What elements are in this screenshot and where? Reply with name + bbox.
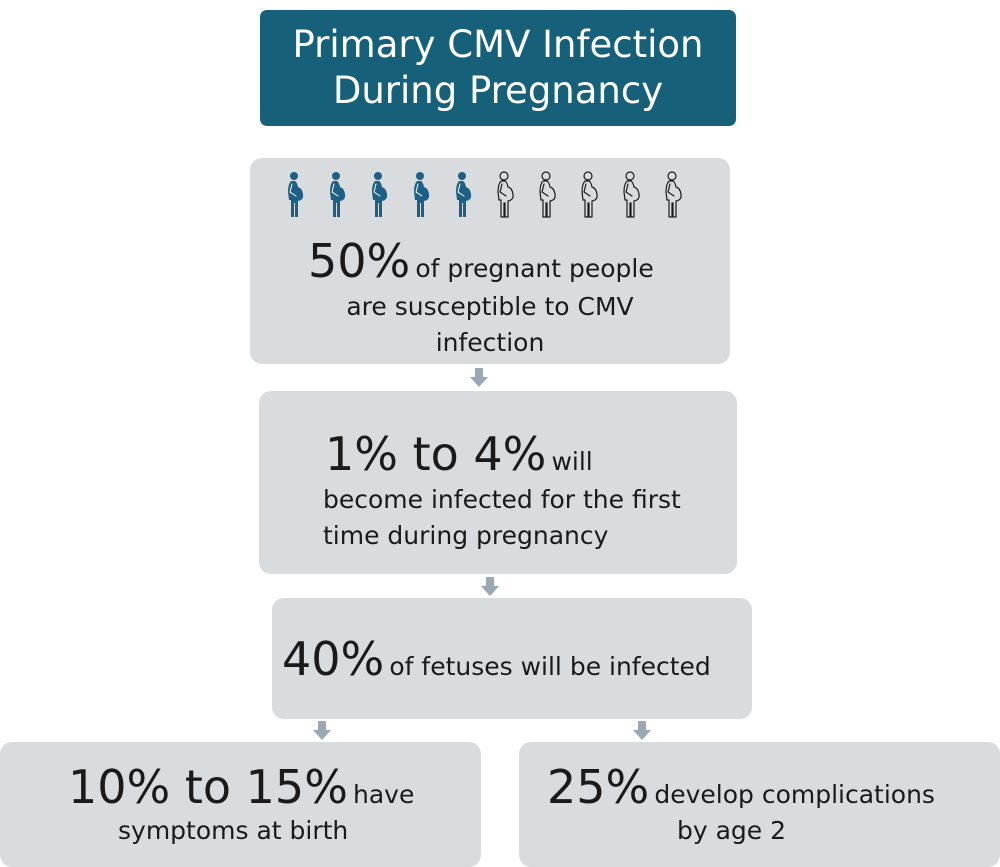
- step-2-percent: 1% to 4%: [325, 427, 547, 481]
- pregnant-person-icon: [456, 172, 472, 217]
- step-5-text-1: develop complications: [654, 780, 935, 809]
- step-3-text-1: of fetuses will be infected: [389, 652, 711, 681]
- step-box-infected-first-time: 1% to 4% will become infected for the fi…: [259, 391, 737, 574]
- pregnant-person-icon: [288, 172, 304, 217]
- arrow-down-icon: [470, 368, 488, 387]
- step-2-text-1: will: [551, 447, 593, 476]
- arrow-down-icon: [481, 577, 499, 596]
- step-3-percent: 40%: [282, 632, 385, 686]
- step-box-symptoms-at-birth: 10% to 15% have symptoms at birth: [0, 742, 481, 867]
- step-box-complications: 25% develop complications by age 2: [519, 742, 1000, 867]
- pregnant-person-icon: [497, 171, 514, 218]
- step-5-percent: 25%: [547, 760, 650, 814]
- step-box-fetuses-infected: 40% of fetuses will be infected: [272, 598, 752, 719]
- diagram-title: Primary CMV Infection During Pregnancy: [260, 10, 736, 126]
- step-2-text-3: time during pregnancy: [323, 521, 609, 550]
- arrow-down-icon: [313, 721, 331, 740]
- arrow-down-icon: [633, 721, 651, 740]
- pregnant-person-icon: [623, 171, 640, 218]
- step-4-text-1: have: [353, 780, 415, 809]
- step-2-text-2: become infected for the first: [323, 485, 681, 514]
- title-line-2: During Pregnancy: [332, 69, 664, 112]
- step-5-text-2: by age 2: [677, 816, 787, 845]
- step-1-text-3: infection: [435, 328, 545, 357]
- step-1-percent: 50%: [308, 234, 411, 288]
- step-1-text-2: are susceptible to CMV: [346, 292, 634, 321]
- step-4-percent: 10% to 15%: [68, 760, 348, 814]
- step-1-text-1: of pregnant people: [415, 254, 654, 283]
- step-box-susceptible: 50% of pregnant people are susceptible t…: [250, 158, 730, 364]
- pregnant-person-icon: [372, 172, 388, 217]
- pregnant-person-icon: [665, 171, 682, 218]
- pregnant-people-icon-row: [280, 170, 700, 222]
- step-4-text-2: symptoms at birth: [118, 816, 349, 845]
- pregnant-person-icon: [581, 171, 598, 218]
- title-line-1: Primary CMV Infection: [292, 23, 704, 66]
- pregnant-person-icon: [414, 172, 430, 217]
- pregnant-person-icon: [330, 172, 346, 217]
- pregnant-person-icon: [539, 171, 556, 218]
